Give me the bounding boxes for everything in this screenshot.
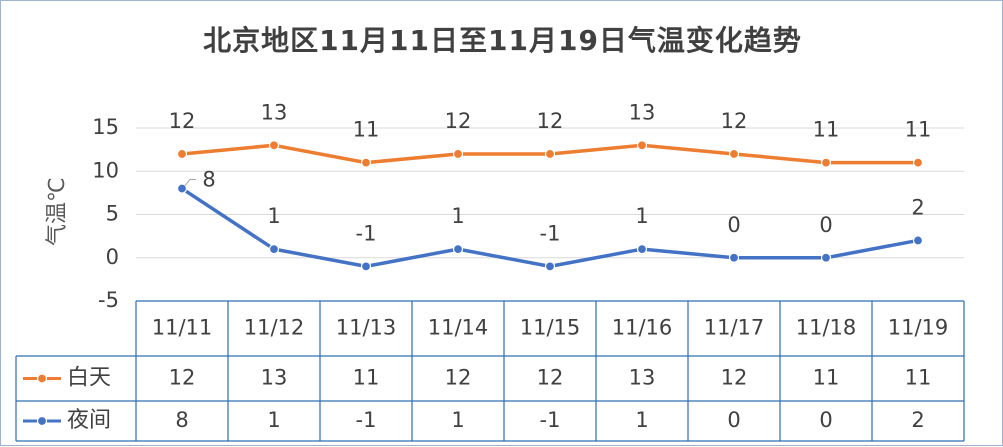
table-cell: 8	[175, 408, 188, 432]
data-label: 12	[721, 109, 748, 133]
data-label: 13	[261, 100, 288, 124]
chart-title: 北京地区11月11日至11月19日气温变化趋势	[203, 24, 802, 57]
x-tick-label: 11/17	[704, 316, 765, 340]
x-tick-label: 11/15	[520, 316, 581, 340]
data-label: 1	[451, 204, 464, 228]
table-cell: 1	[267, 408, 280, 432]
data-point	[636, 244, 648, 255]
data-point	[820, 252, 832, 263]
data-point	[728, 148, 740, 160]
data-label: 12	[445, 109, 472, 133]
table-cell: 13	[261, 366, 288, 390]
data-label: 2	[911, 195, 924, 219]
table-cell: 0	[727, 408, 740, 432]
table-cell: 12	[169, 366, 196, 390]
table-cell: 1	[451, 408, 464, 432]
x-tick-label: 11/12	[244, 316, 305, 340]
table-cell: 1	[635, 408, 648, 432]
data-point	[360, 261, 372, 272]
data-label: -1	[356, 221, 377, 245]
data-point	[268, 140, 280, 151]
table-cell: -1	[540, 408, 561, 432]
table-cell: 13	[629, 366, 656, 390]
x-tick-label: 11/18	[796, 316, 857, 340]
data-point	[636, 140, 648, 151]
x-tick-label: 11/13	[336, 316, 397, 340]
data-label: 12	[169, 109, 196, 133]
data-point	[176, 148, 188, 160]
table-cell: 11	[813, 366, 840, 390]
x-tick-label: 11/14	[428, 316, 489, 340]
legend-label: 白天	[67, 366, 111, 391]
data-point	[912, 235, 924, 246]
y-tick-label: 10	[92, 158, 119, 182]
data-point	[176, 183, 188, 194]
data-label: 1	[267, 204, 280, 228]
table-cell: 12	[537, 366, 564, 390]
table-cell: 2	[911, 408, 924, 432]
data-point	[544, 261, 556, 272]
data-point	[728, 252, 740, 263]
data-label: 1	[635, 204, 648, 228]
y-tick-label: 0	[106, 245, 119, 269]
table-cell: 11	[353, 366, 380, 390]
table-cell: -1	[356, 408, 377, 432]
data-point	[452, 244, 464, 255]
data-label: 13	[629, 100, 656, 124]
data-label: 11	[905, 118, 932, 142]
data-label: 0	[727, 213, 740, 237]
x-tick-label: 11/16	[612, 316, 673, 340]
data-point	[452, 148, 464, 160]
y-tick-label: -5	[98, 288, 119, 312]
table-cell: 12	[445, 366, 472, 390]
y-tick-label: 5	[106, 202, 119, 226]
data-point	[268, 244, 280, 255]
x-tick-label: 11/11	[152, 316, 213, 340]
data-label: 11	[353, 118, 380, 142]
data-label: 0	[819, 213, 832, 237]
x-tick-label: 11/19	[888, 316, 949, 340]
legend-marker	[36, 415, 48, 427]
data-label: 11	[813, 118, 840, 142]
data-point	[912, 157, 924, 168]
table-cell: 11	[905, 366, 932, 390]
table-cell: 12	[721, 366, 748, 390]
leader-line	[184, 179, 196, 186]
data-label: -1	[540, 221, 561, 245]
data-label: 12	[537, 109, 564, 133]
y-tick-label: 15	[92, 115, 119, 139]
legend-marker	[36, 373, 48, 384]
legend-label: 夜间	[67, 408, 111, 433]
data-point	[360, 157, 372, 168]
data-point	[544, 148, 556, 160]
data-label: 8	[202, 168, 215, 192]
table-cell: 0	[819, 408, 832, 432]
data-point	[820, 157, 832, 168]
